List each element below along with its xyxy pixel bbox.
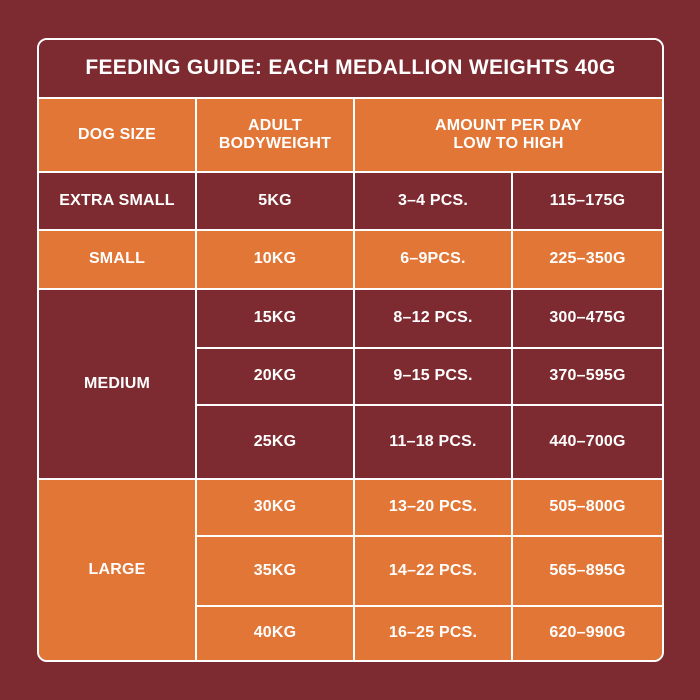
size-large: LARGE xyxy=(39,480,197,660)
pieces-cell: 8–12 PCS. xyxy=(355,290,513,349)
feeding-guide-card: FEEDING GUIDE: EACH MEDALLION WEIGHTS 40… xyxy=(37,38,664,662)
pieces-cell: 13–20 PCS. xyxy=(355,480,513,537)
weight-cell: 10KG xyxy=(197,231,355,290)
pieces-cell: 3–4 PCS. xyxy=(355,173,513,231)
weight-cell: 5KG xyxy=(197,173,355,231)
table-title: FEEDING GUIDE: EACH MEDALLION WEIGHTS 40… xyxy=(39,40,662,99)
header-bodyweight: ADULT BODYWEIGHT xyxy=(197,99,355,173)
weight-cell: 15KG xyxy=(197,290,355,349)
grams-cell: 620–990G xyxy=(513,607,662,660)
size-small: SMALL xyxy=(39,231,197,290)
feeding-guide-table: FEEDING GUIDE: EACH MEDALLION WEIGHTS 40… xyxy=(39,40,662,660)
weight-cell: 35KG xyxy=(197,537,355,607)
grams-cell: 565–895G xyxy=(513,537,662,607)
pieces-cell: 11–18 PCS. xyxy=(355,406,513,480)
weight-cell: 25KG xyxy=(197,406,355,480)
pieces-cell: 16–25 PCS. xyxy=(355,607,513,660)
grams-cell: 440–700G xyxy=(513,406,662,480)
grams-cell: 370–595G xyxy=(513,349,662,406)
grams-cell: 225–350G xyxy=(513,231,662,290)
weight-cell: 30KG xyxy=(197,480,355,537)
size-medium: MEDIUM xyxy=(39,290,197,480)
grams-cell: 505–800G xyxy=(513,480,662,537)
pieces-cell: 6–9PCS. xyxy=(355,231,513,290)
weight-cell: 20KG xyxy=(197,349,355,406)
grams-cell: 115–175G xyxy=(513,173,662,231)
pieces-cell: 9–15 PCS. xyxy=(355,349,513,406)
grams-cell: 300–475G xyxy=(513,290,662,349)
size-extra-small: EXTRA SMALL xyxy=(39,173,197,231)
header-amount-per-day: AMOUNT PER DAY LOW TO HIGH xyxy=(355,99,662,173)
header-dog-size: DOG SIZE xyxy=(39,99,197,173)
pieces-cell: 14–22 PCS. xyxy=(355,537,513,607)
weight-cell: 40KG xyxy=(197,607,355,660)
